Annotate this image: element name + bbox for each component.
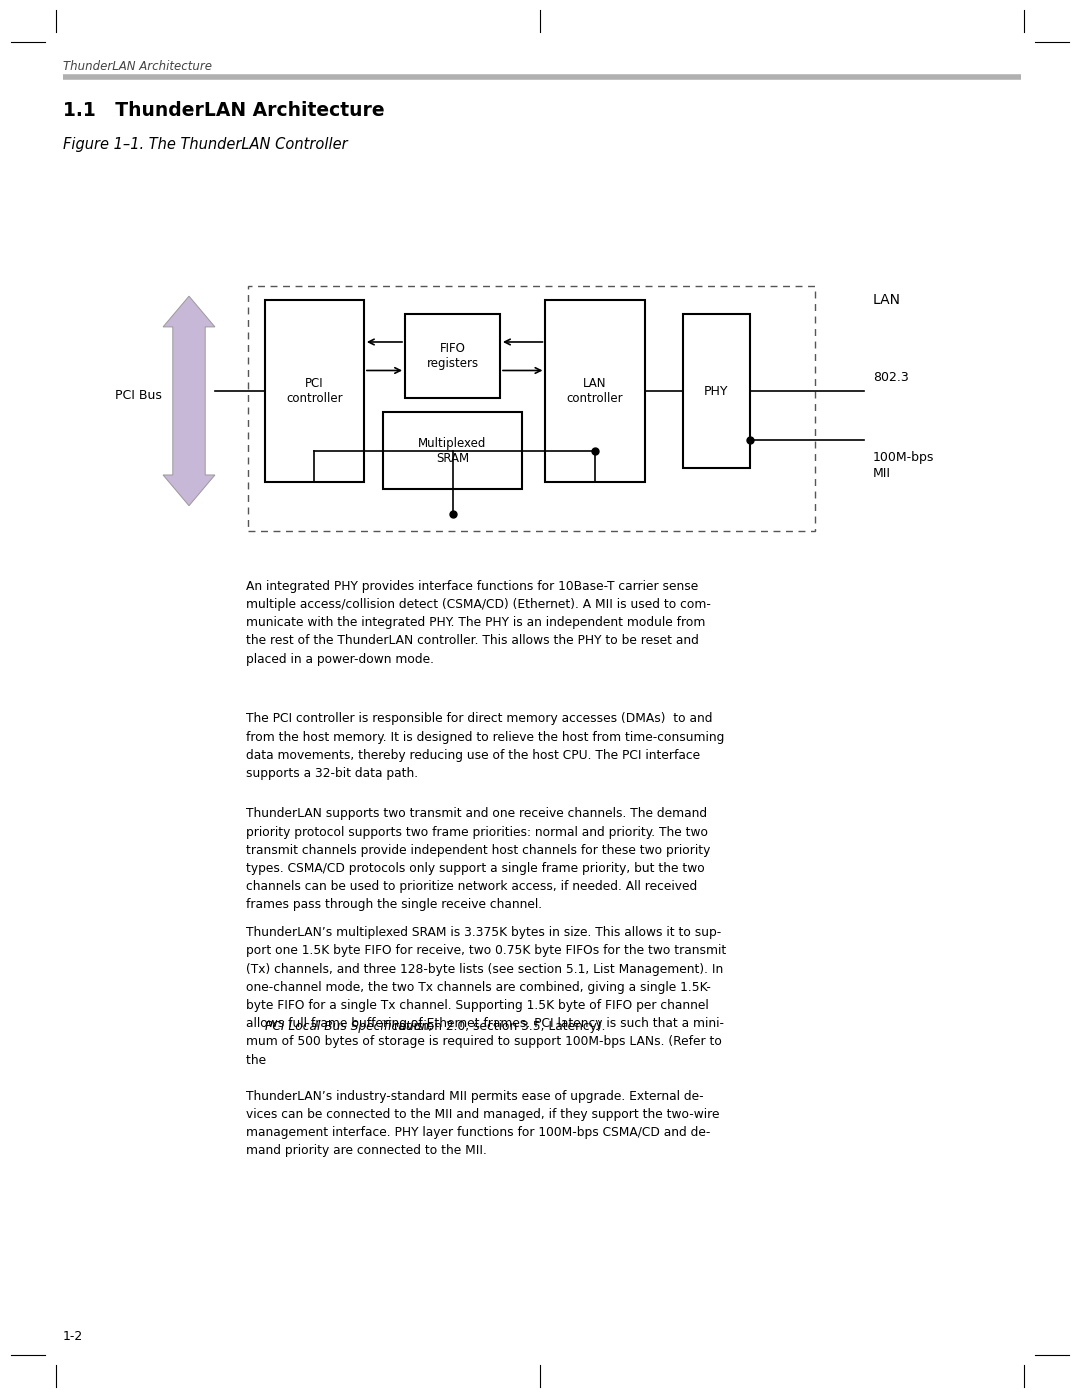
Text: 1.1   ThunderLAN Architecture: 1.1 ThunderLAN Architecture bbox=[63, 101, 384, 120]
Text: LAN
controller: LAN controller bbox=[567, 377, 623, 405]
Text: ThunderLAN supports two transmit and one receive channels. The demand
priority p: ThunderLAN supports two transmit and one… bbox=[246, 807, 711, 911]
Text: PCI Bus: PCI Bus bbox=[114, 388, 162, 402]
Text: revision 2.0, section 3.5, Latency).: revision 2.0, section 3.5, Latency). bbox=[390, 1020, 606, 1032]
Text: The PCI controller is responsible for direct memory accesses (DMAs)  to and
from: The PCI controller is responsible for di… bbox=[246, 712, 725, 780]
Text: PCI Local Bus Specification,: PCI Local Bus Specification, bbox=[265, 1020, 433, 1032]
Text: FIFO
registers: FIFO registers bbox=[427, 342, 478, 370]
Text: Figure 1–1. The ThunderLAN Controller: Figure 1–1. The ThunderLAN Controller bbox=[63, 137, 348, 152]
Polygon shape bbox=[163, 296, 215, 506]
Bar bbox=[248, 286, 815, 531]
Text: LAN: LAN bbox=[873, 293, 901, 307]
Bar bbox=[405, 314, 500, 398]
Text: 1-2: 1-2 bbox=[63, 1330, 83, 1343]
Text: Multiplexed
SRAM: Multiplexed SRAM bbox=[418, 436, 487, 465]
Bar bbox=[265, 300, 364, 482]
Text: ThunderLAN Architecture: ThunderLAN Architecture bbox=[63, 60, 212, 73]
Text: PCI
controller: PCI controller bbox=[286, 377, 342, 405]
Bar bbox=[545, 300, 645, 482]
Text: PHY: PHY bbox=[704, 384, 728, 398]
Text: ThunderLAN’s industry-standard MII permits ease of upgrade. External de-
vices c: ThunderLAN’s industry-standard MII permi… bbox=[246, 1090, 719, 1157]
Text: 802.3: 802.3 bbox=[873, 370, 908, 384]
Text: ThunderLAN’s multiplexed SRAM is 3.375K bytes in size. This allows it to sup-
po: ThunderLAN’s multiplexed SRAM is 3.375K … bbox=[246, 926, 727, 1067]
Bar bbox=[383, 412, 522, 489]
Text: An integrated PHY provides interface functions for 10Base-T carrier sense
multip: An integrated PHY provides interface fun… bbox=[246, 580, 711, 665]
Text: 100M-bps
MII: 100M-bps MII bbox=[873, 451, 934, 479]
Bar bbox=[683, 314, 750, 468]
